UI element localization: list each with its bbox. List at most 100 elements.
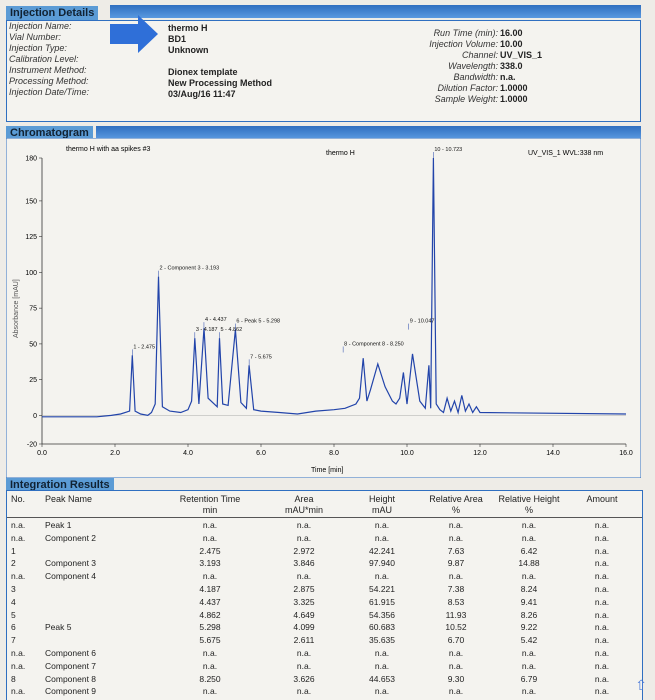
table-cell: 5.42 <box>520 635 538 646</box>
table-cell: Component 7 <box>45 660 97 671</box>
table-cell: 35.635 <box>369 635 395 646</box>
table-cell: n.a. <box>374 520 390 530</box>
column-header: Relative Area <box>429 494 483 504</box>
table-row: 1 2.475 2.972 42.241 7.63 6.42 n.a. <box>7 546 642 558</box>
table-cell: 6.79 <box>520 673 538 684</box>
peak-label: 3 - 4.187 <box>196 327 218 333</box>
table-cell: 54.356 <box>369 609 395 620</box>
table-cell: Component 2 <box>45 532 97 543</box>
table-cell: 3.193 <box>199 558 221 569</box>
injection-details-title: Injection Details <box>6 6 99 20</box>
chromatogram-chart: -20 0 25 50 75 100 125 150 180 0.0 2.0 4.0 6.0 8.0 10.… <box>6 138 641 478</box>
injection-value-5: New Processing Method <box>168 78 273 88</box>
injection-right-label-2: Channel: <box>461 50 498 60</box>
x-tick-label: 0.0 <box>37 450 47 457</box>
injection-label-0: Injection Name: <box>9 21 72 31</box>
table-cell: 7.63 <box>447 545 465 556</box>
injection-right-labels: Run Time (min): Injection Volume: Channel:… <box>412 28 498 105</box>
table-cell: n.a. <box>448 571 464 582</box>
injection-value-0: thermo H <box>168 23 208 33</box>
injection-header-bar <box>110 5 641 18</box>
peak-label: 7 - 5.675 <box>250 354 272 360</box>
peak-label: 6 - Peak 5 - 5.298 <box>236 319 280 325</box>
header-separator <box>7 517 642 518</box>
table-row: n.a. Component 9 n.a. n.a. n.a. n.a. n.a. n.a. <box>7 686 642 698</box>
chromatogram-trace <box>42 157 627 418</box>
table-cell: n.a. <box>202 648 218 658</box>
injection-right-label-4: Bandwidth: <box>453 72 498 82</box>
integration-results: Integration Results No. Peak Name Retentio… <box>6 478 643 700</box>
x-tick-label: 12.0 <box>473 450 487 457</box>
table-cell: 4 <box>11 596 16 607</box>
table-cell: n.a. <box>448 532 464 543</box>
table-cell: 3.846 <box>293 558 315 569</box>
table-cell: 8.53 <box>447 596 465 607</box>
x-tick-label: 4.0 <box>183 450 193 457</box>
table-cell: 9.22 <box>520 622 538 633</box>
peak-label: 8 - Component 8 - 8.250 <box>344 341 404 347</box>
column-header: Retention Time <box>179 494 241 504</box>
injection-right-value-5: 1.0000 <box>500 83 528 93</box>
table-row: n.a. Component 4 n.a. n.a. n.a. n.a. n.a. n.a. <box>7 571 642 583</box>
table-cell: n.a. <box>11 648 26 658</box>
table-row: 5 4.862 4.649 54.356 11.93 8.26 n.a. <box>7 610 642 622</box>
x-tick-label: 16.0 <box>619 450 633 457</box>
table-cell: n.a. <box>11 532 26 543</box>
injection-right-value-3: 338.0 <box>500 61 523 71</box>
integration-results-title: Integration Results <box>6 478 114 492</box>
table-cell: 60.683 <box>369 622 395 633</box>
table-cell: n.a. <box>521 660 537 671</box>
table-cell: 4.187 <box>199 584 221 594</box>
table-cell: n.a. <box>594 532 610 543</box>
injection-label-4: Instrument Method: <box>9 65 87 75</box>
table-cell: Component 8 <box>45 673 97 684</box>
table-cell: 2 <box>11 558 16 569</box>
y-tick-label: 180 <box>25 156 37 163</box>
column-unit: % <box>451 505 460 515</box>
injection-value-4: Dionex template <box>168 67 238 77</box>
table-cell: n.a. <box>202 660 218 671</box>
table-cell: 9.30 <box>447 673 465 684</box>
injection-right-label-5: Dilution Factor: <box>437 83 498 93</box>
table-cell: 42.241 <box>369 545 395 556</box>
chromatogram-title: Chromatogram <box>6 126 93 140</box>
y-tick-label: 75 <box>29 306 37 313</box>
table-cell: 9.87 <box>447 558 465 569</box>
table-cell: Peak 1 <box>45 520 72 530</box>
injection-right-value-4: n.a. <box>500 72 516 82</box>
table-cell: n.a. <box>296 648 312 658</box>
injection-label-1: Vial Number: <box>9 32 61 42</box>
x-axis-label: Time [min] <box>311 467 343 474</box>
injection-right-label-1: Injection Volume: <box>429 39 498 49</box>
table-cell: 9.41 <box>520 596 538 607</box>
table-cell: 8 <box>11 673 16 684</box>
injection-details-box <box>6 20 641 122</box>
y-tick-label: -20 <box>27 442 37 449</box>
table-cell: 61.915 <box>369 596 395 607</box>
table-cell: n.a. <box>594 660 610 671</box>
y-tick-label: 150 <box>25 198 37 205</box>
table-cell: n.a. <box>521 571 537 582</box>
table-cell: 1 <box>11 545 16 556</box>
table-cell: 11.93 <box>445 609 467 620</box>
y-tick-label: 100 <box>25 270 37 277</box>
peak-label: 2 - Component 3 - 3.193 <box>160 266 220 272</box>
table-cell: 7.38 <box>447 584 465 594</box>
y-tick-label: 25 <box>29 377 37 384</box>
table-cell: n.a. <box>448 520 464 530</box>
injection-left-values: thermo H BD1 Unknown Dionex template New Pr… <box>168 23 272 100</box>
table-cell: n.a. <box>448 660 464 671</box>
table-cell: n.a. <box>594 648 610 658</box>
table-cell: n.a. <box>594 635 610 646</box>
table-cell: n.a. <box>594 520 610 530</box>
table-cell: n.a. <box>448 686 464 697</box>
peak-label: 4 - 4.437 <box>205 317 227 323</box>
y-tick-label: 50 <box>29 341 37 348</box>
table-cell: n.a. <box>296 532 312 543</box>
table-cell: 2.972 <box>293 545 315 556</box>
scroll-up-icon[interactable]: ⇧ <box>635 677 647 693</box>
table-cell: n.a. <box>374 686 390 697</box>
y-axis-label: Absorbance [mAU] <box>13 279 20 338</box>
table-cell: n.a. <box>448 648 464 658</box>
table-row: 7 5.675 2.611 35.635 6.70 5.42 n.a. <box>7 635 642 647</box>
